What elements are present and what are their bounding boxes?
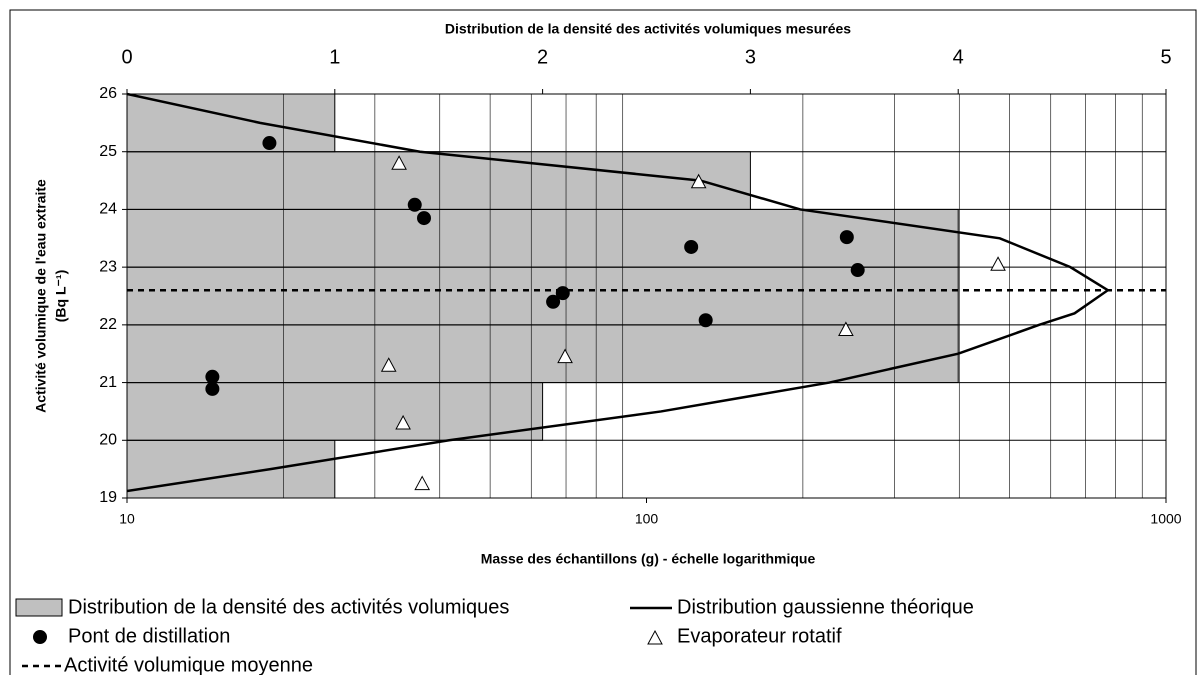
y-tick-label: 26 [99,85,117,102]
x2-tick-label: 3 [745,46,756,68]
y-tick-label: 23 [99,258,117,275]
histogram-bar [126,93,336,153]
point-triangle [690,173,707,189]
x2-tick-label: 0 [121,46,132,68]
y-tick-label: 21 [99,374,117,391]
x2-tick-label: 1 [329,46,340,68]
histogram-bar [126,324,959,384]
histogram-bar [126,266,959,326]
legend-label: Distribution gaussienne théorique [677,596,974,618]
point-triangle [414,475,431,491]
x-tick-label: 10 [119,511,135,527]
x-axis-label: Masse des échantillons (g) - échelle log… [481,551,816,567]
point-triangle [380,357,397,372]
point-triangle [838,321,854,336]
y-tick-label: 25 [99,143,117,160]
legend-label: Evaporateur rotatif [677,625,842,647]
histogram-bar [126,151,751,210]
point-circle [407,197,422,212]
point-triangle [990,256,1006,271]
y-axis-label: Activité volumique de l'eau extraite [33,179,49,413]
chart-title: Distribution de la densité des activités… [445,21,851,37]
point-circle [33,630,47,644]
x2-tick-label: 4 [953,46,964,68]
y-tick-label: 20 [99,432,117,449]
y-tick-label: 19 [99,489,117,506]
x-tick-label: 1000 [1150,511,1181,527]
point-triangle [557,348,573,364]
point-circle [205,381,220,396]
point-circle [262,136,277,151]
histogram-bar [126,382,544,441]
point-circle [684,239,699,254]
y-tick-label: 22 [99,316,117,333]
point-triangle [391,155,407,170]
point-triangle [395,414,411,430]
point-circle [698,313,713,328]
y-axis-unit: (Bq L⁻¹) [53,270,69,322]
gaussian-curve [126,92,1111,493]
point-circle [850,263,865,278]
histogram-bar [126,208,959,268]
point-circle [555,286,570,301]
y-tick-label: 24 [99,201,117,218]
point-circle [839,230,854,245]
x2-tick-label: 5 [1160,46,1171,68]
legend-label: Activité volumique moyenne [64,654,313,675]
x-tick-label: 100 [635,511,659,527]
histogram-bar [126,439,336,499]
legend-label: Distribution de la densité des activités… [68,596,509,618]
point-circle [417,211,432,226]
point-circle [546,294,561,309]
point-triangle [647,629,663,645]
legend-swatch [15,598,63,617]
point-circle [205,369,220,384]
x2-tick-label: 2 [537,46,548,68]
plot-frame [126,93,1167,499]
chart-frame [9,9,1197,675]
legend-label: Pont de distillation [68,625,230,647]
